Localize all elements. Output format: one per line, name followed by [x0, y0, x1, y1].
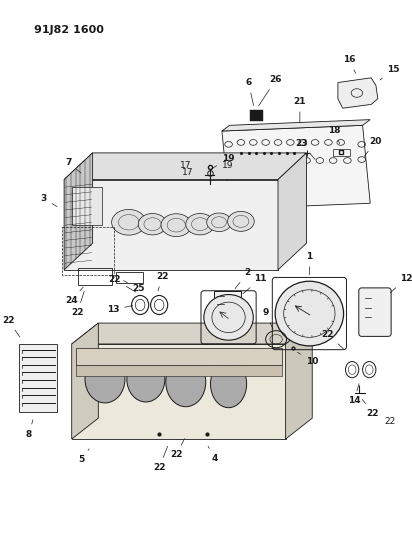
Text: 14: 14 — [348, 384, 360, 405]
Polygon shape — [72, 323, 312, 344]
Text: 2: 2 — [235, 269, 251, 288]
Polygon shape — [72, 344, 286, 439]
Bar — [72, 187, 102, 225]
Ellipse shape — [204, 295, 253, 340]
Ellipse shape — [127, 357, 165, 402]
Bar — [64, 180, 278, 270]
Text: 22: 22 — [384, 417, 396, 426]
Ellipse shape — [85, 356, 125, 403]
Text: 22: 22 — [153, 446, 168, 472]
Polygon shape — [72, 323, 98, 439]
Text: 24: 24 — [66, 287, 83, 305]
Text: 1: 1 — [306, 252, 312, 274]
Polygon shape — [222, 119, 370, 131]
Polygon shape — [278, 153, 307, 270]
Bar — [19, 344, 57, 413]
Ellipse shape — [138, 214, 167, 235]
Text: 25: 25 — [124, 281, 145, 293]
Text: 11: 11 — [243, 274, 267, 294]
Ellipse shape — [186, 214, 214, 235]
Text: 21: 21 — [294, 98, 306, 123]
Text: 5: 5 — [78, 449, 89, 464]
Text: 19: 19 — [212, 155, 234, 168]
Text: 22: 22 — [322, 330, 344, 349]
Text: 26: 26 — [259, 76, 282, 106]
Bar — [75, 348, 282, 365]
Text: 22: 22 — [170, 439, 185, 459]
Ellipse shape — [275, 281, 344, 346]
Text: 22: 22 — [109, 275, 136, 292]
FancyBboxPatch shape — [359, 288, 391, 336]
Ellipse shape — [227, 212, 254, 231]
Text: 91J82 1600: 91J82 1600 — [34, 25, 103, 35]
Text: 12: 12 — [390, 274, 412, 293]
Bar — [78, 268, 112, 285]
Text: 22: 22 — [71, 292, 84, 317]
Bar — [250, 110, 263, 120]
Ellipse shape — [112, 209, 146, 235]
Text: 20: 20 — [364, 137, 382, 156]
Text: 9: 9 — [262, 309, 273, 329]
Text: 6: 6 — [246, 78, 254, 106]
Polygon shape — [286, 323, 312, 439]
Text: 13: 13 — [107, 305, 133, 314]
Text: 16: 16 — [343, 55, 356, 74]
Polygon shape — [64, 153, 93, 270]
Text: 17: 17 — [182, 168, 194, 177]
Text: 19: 19 — [222, 161, 234, 169]
Bar — [75, 365, 282, 376]
Text: 4: 4 — [208, 446, 218, 463]
Polygon shape — [222, 125, 370, 209]
Text: 22: 22 — [156, 272, 168, 291]
Polygon shape — [338, 78, 378, 108]
Ellipse shape — [161, 214, 192, 237]
Text: 23: 23 — [295, 139, 315, 159]
Bar — [62, 227, 115, 274]
Bar — [116, 272, 143, 283]
Bar — [214, 290, 241, 325]
Bar — [333, 149, 350, 156]
Text: 22: 22 — [363, 399, 379, 418]
Text: 17: 17 — [180, 161, 192, 169]
Text: 3: 3 — [41, 194, 57, 207]
Polygon shape — [64, 153, 307, 180]
Text: 7: 7 — [66, 158, 81, 173]
Text: 22: 22 — [2, 316, 20, 337]
Ellipse shape — [211, 360, 247, 408]
Text: 15: 15 — [380, 65, 400, 80]
Ellipse shape — [166, 357, 206, 407]
Text: 8: 8 — [26, 420, 33, 439]
Ellipse shape — [207, 213, 232, 231]
Text: 18: 18 — [328, 126, 340, 144]
Text: 10: 10 — [297, 352, 318, 366]
